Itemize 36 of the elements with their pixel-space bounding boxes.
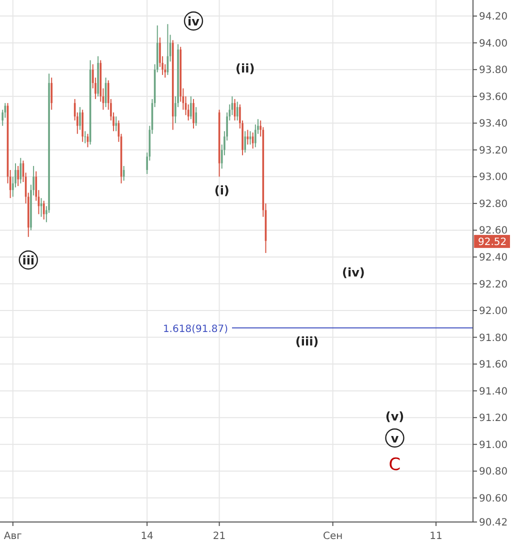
y-tick-label: 93.00 [479,172,508,184]
y-tick-label: 92.00 [479,306,508,318]
x-tick-label: Сен [322,531,343,542]
annotation: (ii) [236,62,255,76]
y-tick-label: 90.80 [479,466,508,478]
y-tick-label: 91.20 [479,413,508,424]
x-tick-label: 11 [430,531,442,542]
annotation: (iv) [342,266,365,280]
x-tick-label: 21 [212,531,226,542]
y-tick-label: 91.80 [479,332,508,344]
y-tick-label: 93.40 [479,118,508,130]
y-tick-label: 91.60 [479,360,508,371]
y-tick-label: 92.40 [479,252,508,264]
y-tick-label: 91.40 [479,386,508,398]
y-tick-label: 92.80 [479,198,508,210]
annotation: C [388,455,401,475]
ref-line-label: 1.618(91.87) [162,324,228,335]
annotation: iv [188,14,200,28]
x-tick-label: 14 [140,531,154,542]
annotation: iii [22,254,35,268]
y-tick-label: 93.20 [479,145,508,156]
y-tick-label: 92.60 [479,226,508,237]
annotation: (v) [385,410,404,424]
y-tick-label: 94.20 [479,12,508,23]
x-tick-label: Авг [4,531,22,542]
y-tick-label: 92.20 [479,279,508,290]
y-tick-label: 93.80 [479,65,508,76]
y-tick-label: 91.00 [479,440,508,451]
annotation: (iii) [295,334,319,348]
y-tick-label: 90.60 [479,493,508,504]
y-tick-label: 90.42 [479,518,508,528]
annotation: (i) [214,184,230,198]
y-tick-label: 93.60 [479,92,508,103]
annotation: v [390,432,399,446]
y-tick-label: 94.00 [479,38,508,50]
text: 92.52 [478,236,507,248]
